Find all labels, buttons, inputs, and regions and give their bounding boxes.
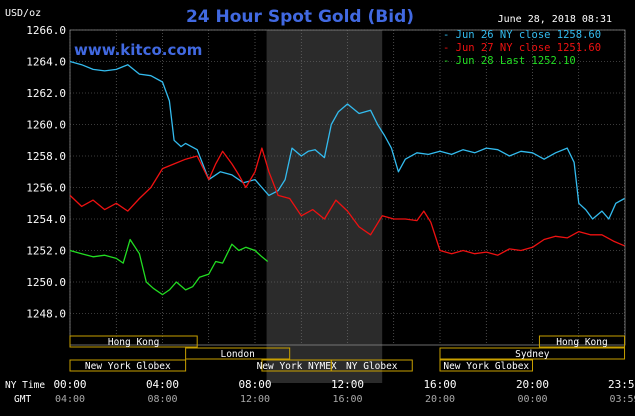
legend-entry: - Jun 28 Last 1252.10 (443, 55, 576, 67)
ny-session-shade (266, 30, 383, 383)
session-box (185, 347, 291, 360)
session-box (538, 335, 626, 348)
y-tick-label: 1266.0 (26, 24, 66, 37)
x-tick-label-ny: 12:00 (331, 378, 364, 391)
session-label: New York Globex (85, 361, 171, 372)
plot-frame (69, 29, 626, 346)
x-tick-label-ny: 23:59 (608, 378, 635, 391)
legend-entry: - Jun 26 NY close 1258.60 (443, 29, 601, 41)
x-tick-label-ny: 00:00 (53, 378, 86, 391)
session-label: Hong Kong (108, 337, 159, 348)
x-tick-label-gmt: 04:00 (55, 394, 85, 405)
x-tick-label-ny: 04:00 (146, 378, 179, 391)
y-axis-unit: USD/oz (5, 8, 41, 19)
x-tick-label-ny: 08:00 (238, 378, 271, 391)
session-label: Hong Kong (556, 337, 607, 348)
legend-entry: - Jun 27 NY close 1251.60 (443, 42, 601, 54)
y-tick-label: 1252.0 (26, 245, 66, 258)
x-axis-label-ny: NY Time (5, 380, 45, 391)
session-label: New York Globex (443, 361, 529, 372)
session-label: Sydney (515, 349, 550, 360)
chart-title: 24 Hour Spot Gold (Bid) (186, 7, 414, 27)
y-tick-label: 1260.0 (26, 119, 66, 132)
session-box (69, 335, 198, 348)
watermark: www.kitco.com (74, 41, 202, 59)
session-box (330, 359, 413, 372)
x-axis-label-gmt: GMT (14, 394, 31, 405)
grid-lines (69, 29, 626, 346)
session-box (439, 359, 533, 372)
y-tick-label: 1256.0 (26, 182, 66, 195)
session-box (439, 347, 626, 360)
y-tick-label: 1248.0 (26, 308, 66, 321)
session-label: New York NYMEX (257, 361, 337, 372)
x-tick-label-gmt: 20:00 (425, 394, 455, 405)
y-axis-ticks: 1266.0 1264.0 1262.0 1260.0 1258.0 1256.0 1254… (26, 24, 66, 321)
timestamp: June 28, 2018 08:31 (498, 14, 612, 25)
x-tick-label-ny: 16:00 (423, 378, 456, 391)
y-tick-label: 1258.0 (26, 150, 66, 163)
x-tick-label-gmt: 16:00 (332, 394, 362, 405)
y-tick-label: 1250.0 (26, 276, 66, 289)
legend: - Jun 26 NY close 1258.60- Jun 27 NY clo… (443, 29, 601, 67)
session-label: NY Globex (346, 361, 398, 372)
y-tick-label: 1254.0 (26, 213, 66, 226)
price-series (69, 60, 625, 296)
x-tick-label-gmt: 08:00 (147, 394, 177, 405)
x-tick-label-gmt: 00:00 (517, 394, 547, 405)
x-tick-label-gmt: 03:59 (609, 394, 635, 405)
series-line-jun-28 (69, 238, 269, 296)
series-line-jun-26 (69, 60, 625, 220)
y-tick-label: 1262.0 (26, 87, 66, 100)
x-tick-label-gmt: 12:00 (240, 394, 270, 405)
session-box (69, 359, 187, 372)
x-axis-ticks: 00:00 04:00 08:00 12:00 16:00 20:00 23:59 04:00… (53, 378, 635, 405)
series-line-jun-27 (69, 147, 625, 256)
x-tick-label-ny: 20:00 (516, 378, 549, 391)
session-label: London (220, 349, 254, 360)
y-tick-label: 1264.0 (26, 56, 66, 69)
